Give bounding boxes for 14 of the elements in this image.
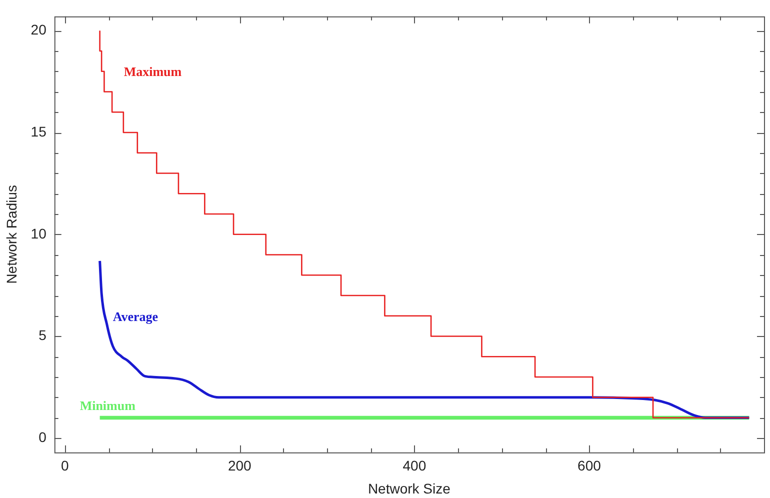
y-axis-title: Network Radius <box>3 184 20 284</box>
x-tick-label: 200 <box>228 458 252 474</box>
y-tick-label: 5 <box>38 327 47 344</box>
x-tick-label: 400 <box>402 458 426 474</box>
x-axis-title: Network Size <box>368 480 451 496</box>
series-label: Average <box>112 309 158 324</box>
series-label: Maximum <box>124 64 182 80</box>
y-tick-label: 20 <box>30 22 47 38</box>
x-tick-label: 600 <box>578 458 602 474</box>
y-tick-label: 15 <box>30 123 47 140</box>
x-tick-label: 0 <box>60 458 69 474</box>
y-tick-label: 0 <box>38 429 47 445</box>
y-tick-label: 10 <box>30 225 47 242</box>
series-label: Minimum <box>80 398 136 414</box>
